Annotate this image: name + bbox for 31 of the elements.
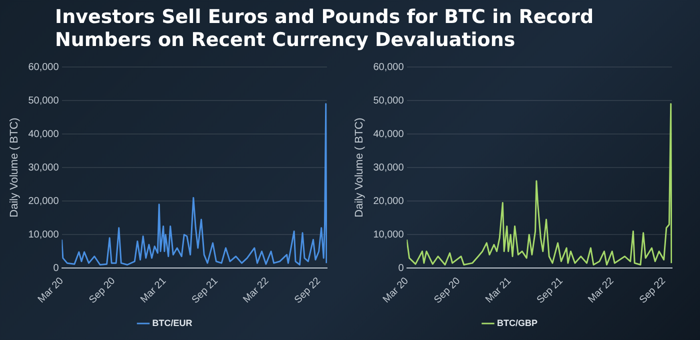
- x-tick-label: Mar 22: [241, 275, 272, 306]
- x-tick-label: Mar 20: [381, 275, 412, 306]
- x-tick-label: Sep 20: [432, 275, 463, 306]
- chart-title: Investors Sell Euros and Pounds for BTC in Record Numbers on Recent Currency Devaluations: [55, 6, 595, 52]
- y-axis-title: Daily Volume ( BTC): [354, 118, 366, 218]
- legend-label: BTC/EUR: [152, 318, 193, 328]
- y-tick-label: 50,000: [373, 95, 404, 106]
- y-tick-label: 10,000: [28, 229, 60, 240]
- x-tick-label: Sep 21: [190, 275, 221, 306]
- y-tick-label: 60,000: [373, 62, 404, 73]
- y-tick-label: 60,000: [28, 62, 60, 73]
- x-tick-label: Mar 20: [36, 275, 66, 306]
- y-tick-label: 30,000: [373, 162, 404, 174]
- y-tick-label: 0: [398, 262, 404, 274]
- y-tick-label: 50,000: [28, 95, 60, 106]
- y-tick-label: 30,000: [28, 162, 60, 174]
- y-tick-label: 20,000: [373, 196, 404, 207]
- x-tick-label: Sep 22: [292, 275, 324, 306]
- y-tick-label: 20,000: [28, 196, 60, 207]
- x-tick-label: Mar 21: [138, 275, 169, 306]
- x-tick-label: Sep 20: [87, 275, 118, 306]
- x-tick-label: Mar 21: [484, 275, 514, 306]
- x-tick-label: Mar 22: [586, 275, 616, 306]
- y-tick-label: 10,000: [373, 229, 404, 240]
- x-tick-label: Sep 21: [535, 275, 566, 306]
- y-axis-title: Daily Volume ( BTC): [8, 118, 21, 218]
- y-tick-label: 40,000: [28, 128, 60, 140]
- y-tick-label: 40,000: [373, 128, 404, 140]
- y-tick-label: 0: [53, 262, 60, 274]
- x-tick-label: Sep 22: [638, 275, 668, 306]
- legend-label: BTC/GBP: [497, 318, 538, 328]
